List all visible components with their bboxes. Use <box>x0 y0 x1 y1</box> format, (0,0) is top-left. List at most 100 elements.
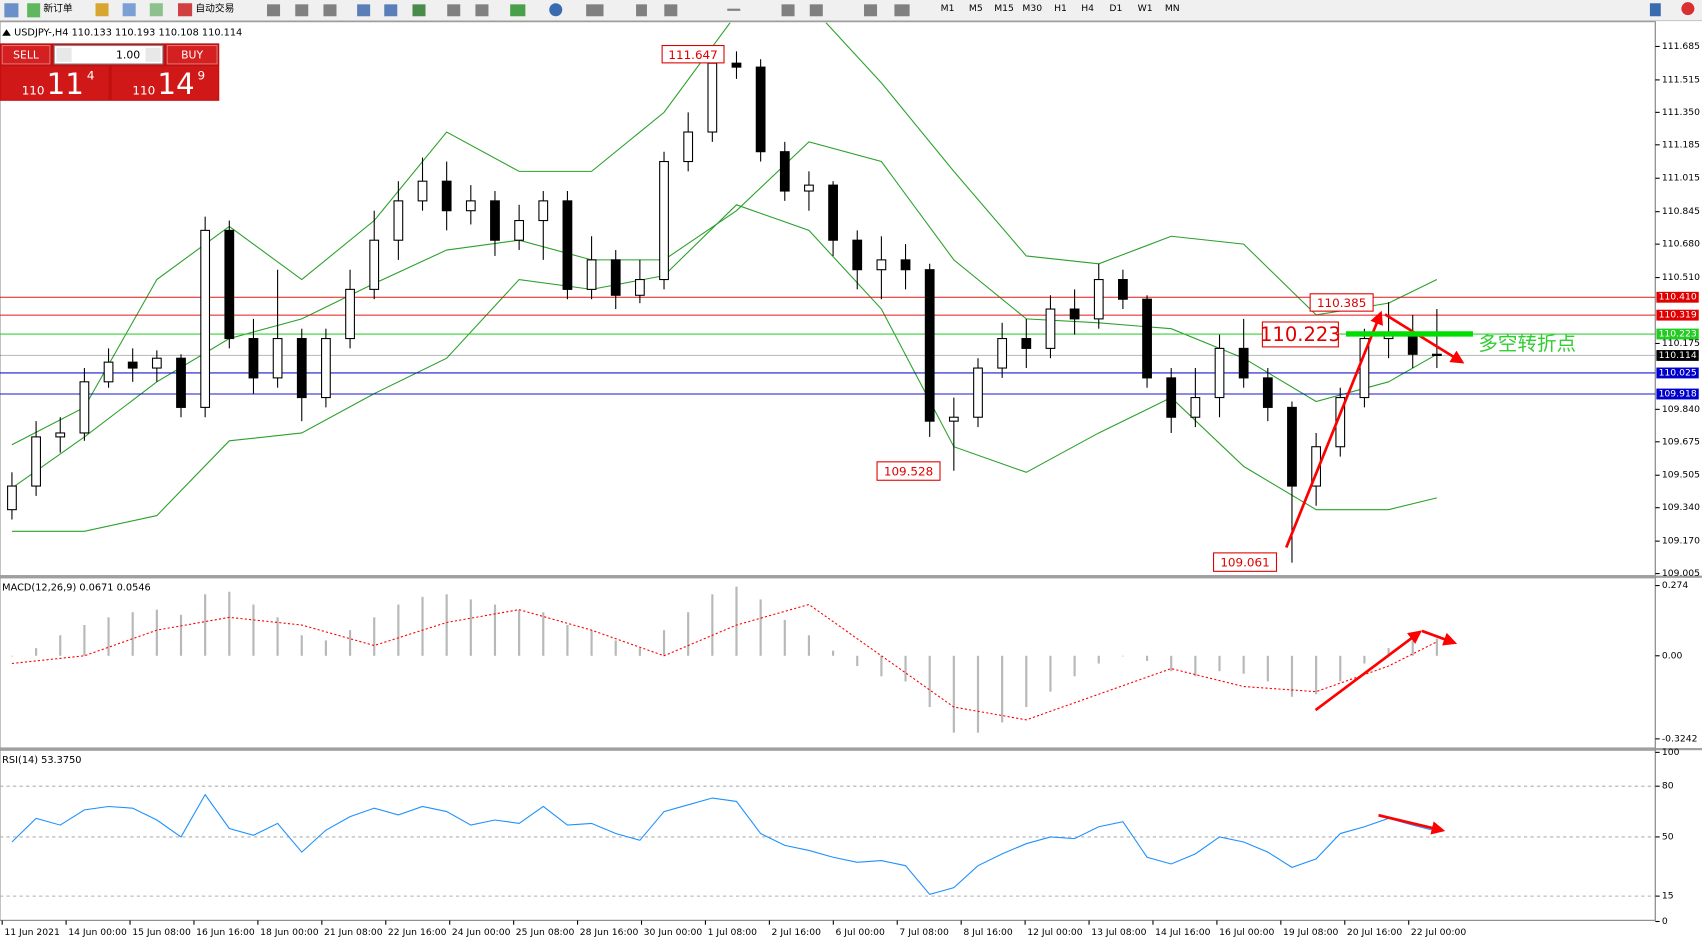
icon[interactable] <box>357 4 371 17</box>
icon[interactable] <box>323 4 337 17</box>
y-tick-label: 111.185 <box>1662 139 1700 150</box>
timeframe-button[interactable]: M30 <box>1022 3 1042 14</box>
rsi-line <box>11 793 1438 896</box>
buy-label[interactable]: BUY <box>181 48 203 61</box>
level-label-bg <box>1656 291 1699 303</box>
candle-body <box>586 259 597 290</box>
search-icon[interactable] <box>1649 3 1661 17</box>
timeframe-button[interactable]: W1 <box>1138 3 1153 14</box>
bid-big: 110 <box>22 84 45 98</box>
macd-bar <box>976 655 980 733</box>
new-order-button[interactable]: 新订单 <box>43 2 73 15</box>
icon[interactable] <box>267 4 281 17</box>
icon[interactable] <box>447 4 461 17</box>
new-order-icon[interactable] <box>27 3 41 18</box>
y-tick-label: 0.274 <box>1662 580 1689 591</box>
macd-bar <box>469 599 472 656</box>
candle-body <box>31 436 41 487</box>
macd-bar <box>179 614 183 656</box>
notification-icon[interactable] <box>1681 2 1695 16</box>
candle-body <box>55 432 66 438</box>
timeframe-button[interactable]: M5 <box>969 3 983 14</box>
icon[interactable] <box>475 4 489 17</box>
spin-down[interactable] <box>56 47 72 62</box>
timeframe-button[interactable]: H4 <box>1081 3 1094 14</box>
timeframe-button[interactable]: H1 <box>1054 3 1067 14</box>
timeframe-button[interactable]: M1 <box>941 3 955 14</box>
y-tick-label: 111.685 <box>1662 41 1700 52</box>
y-tick-label: 80 <box>1662 781 1674 792</box>
icon[interactable] <box>510 4 526 17</box>
collapse-icon[interactable] <box>2 29 11 36</box>
macd-bar <box>373 617 376 656</box>
icon[interactable] <box>295 4 309 17</box>
x-tick-label: 18 Jun 00:00 <box>260 927 319 938</box>
ask-box[interactable] <box>111 66 219 100</box>
macd-bar <box>1194 655 1197 677</box>
level-label: 110.319 <box>1659 310 1697 321</box>
volume[interactable]: 1.00 <box>116 48 140 61</box>
y-tick-label: -0.3242 <box>1662 733 1698 744</box>
icon[interactable] <box>809 4 823 17</box>
icon[interactable] <box>586 4 604 17</box>
macd-bar <box>1242 655 1245 674</box>
timeframe-button[interactable]: D1 <box>1109 3 1122 14</box>
icon[interactable] <box>781 4 795 17</box>
icon[interactable] <box>636 4 647 17</box>
candle-body <box>272 338 283 379</box>
spin-up[interactable] <box>145 47 161 62</box>
annotation-box <box>1213 552 1278 572</box>
candle-body <box>151 357 162 369</box>
buy-button[interactable] <box>166 44 218 65</box>
sell-button[interactable] <box>1 44 51 65</box>
arrow <box>1384 313 1465 364</box>
icon[interactable] <box>664 4 678 17</box>
macd-bar <box>1435 638 1438 656</box>
y-tick-label: 109.170 <box>1662 536 1700 547</box>
candle-body <box>1166 377 1177 418</box>
icon[interactable] <box>4 3 19 18</box>
auto-trade-button[interactable]: 自动交易 <box>195 2 234 15</box>
icon[interactable] <box>95 3 109 17</box>
macd-bar <box>566 625 569 656</box>
y-tick-label: 110.845 <box>1662 206 1700 217</box>
timeframe-button[interactable]: M15 <box>994 3 1014 14</box>
macd-bar <box>1218 655 1221 672</box>
macd-bar <box>832 650 835 656</box>
icon[interactable] <box>894 4 910 17</box>
candle-body <box>1311 446 1322 487</box>
arrow <box>1421 629 1458 646</box>
candle-body <box>1021 338 1032 349</box>
icon[interactable] <box>122 3 136 17</box>
volume-input[interactable] <box>53 44 164 65</box>
macd-bar <box>638 648 641 656</box>
arrow <box>1314 630 1422 712</box>
macd-bar <box>107 617 110 656</box>
macd-bar <box>300 635 303 656</box>
icon[interactable] <box>384 4 398 17</box>
rsi-plot <box>0 749 1656 921</box>
level-label-bg <box>1656 367 1699 379</box>
icon[interactable] <box>727 8 741 11</box>
macd-bar <box>1339 655 1342 682</box>
y-tick-label: 111.015 <box>1662 173 1700 184</box>
annotation: 110.385 <box>1317 296 1366 310</box>
x-tick-label: 16 Jun 16:00 <box>196 927 255 938</box>
auto-trade-icon[interactable] <box>178 3 193 17</box>
macd-bar <box>783 619 786 656</box>
macd-bar <box>131 612 134 656</box>
x-tick-label: 28 Jun 16:00 <box>580 927 639 938</box>
icon[interactable] <box>864 4 878 17</box>
sell-label[interactable]: SELL <box>13 48 39 61</box>
candle-body <box>103 361 114 383</box>
macd-bar <box>10 655 14 657</box>
icon[interactable] <box>549 3 563 17</box>
icon[interactable] <box>412 4 426 17</box>
bid-box[interactable] <box>1 66 109 100</box>
macd-bar <box>1073 655 1076 677</box>
annotation: 110.223 <box>1260 323 1341 346</box>
icon[interactable] <box>149 3 163 17</box>
timeframe-button[interactable]: MN <box>1165 3 1180 14</box>
ohlc-info: 110.133 110.193 110.108 110.114 <box>72 28 243 39</box>
macd-bar <box>252 604 255 656</box>
